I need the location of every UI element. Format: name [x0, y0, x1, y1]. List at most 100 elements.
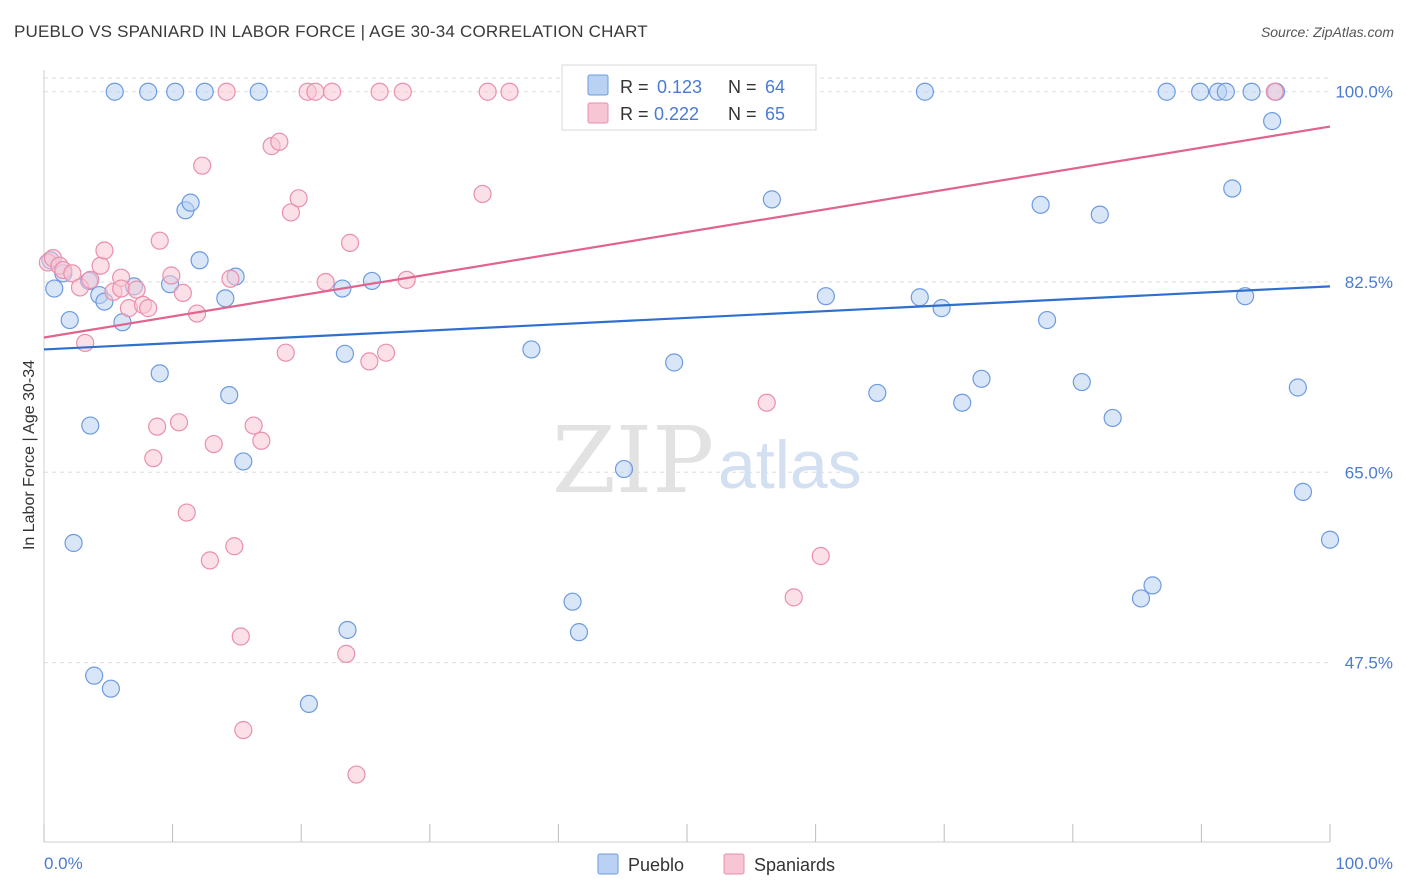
pueblo-point-56 — [1216, 82, 1235, 101]
pueblo-point-38 — [762, 190, 781, 209]
pueblo-point-34 — [569, 623, 589, 642]
spaniards-point-44 — [337, 644, 356, 663]
pueblo-point-64 — [1320, 530, 1340, 549]
pueblo-point-44 — [953, 393, 972, 412]
spaniards-point-42 — [316, 272, 335, 292]
spaniards-point-14 — [127, 280, 146, 299]
pueblo-point-54 — [1191, 82, 1210, 101]
pueblo-point-21 — [195, 82, 214, 101]
pueblo-point-48 — [1072, 372, 1091, 392]
pueblo-point-33 — [563, 592, 582, 611]
trend-lines — [43, 125, 1331, 351]
spaniards-point-19 — [150, 231, 169, 250]
pueblo-point-41 — [910, 288, 929, 307]
spaniards-point-50 — [393, 82, 412, 101]
spaniards-point-12 — [112, 279, 131, 298]
spaniards-point-47 — [360, 352, 379, 371]
watermark-zip: ZIP — [552, 407, 714, 514]
pueblo-points — [41, 82, 1340, 714]
legend-n-label-spaniards: N = — [728, 104, 757, 124]
spaniards-point-28 — [217, 82, 236, 101]
spaniards-point-27 — [204, 434, 223, 454]
pueblo-point-57 — [1223, 179, 1242, 198]
spaniards-point-8 — [91, 256, 110, 275]
spaniards-point-23 — [177, 503, 196, 522]
x-tick-label-0: 0.0% — [44, 854, 83, 873]
spaniards-point-54 — [500, 82, 519, 101]
pueblo-point-7 — [85, 666, 104, 685]
spaniards-point-26 — [200, 551, 219, 570]
pueblo-point-10 — [101, 679, 120, 698]
pueblo-point-19 — [181, 193, 200, 212]
spaniards-point-32 — [234, 720, 253, 740]
spaniards-point-34 — [252, 431, 271, 450]
y-axis-label: In Labor Force | Age 30-34 — [21, 360, 38, 550]
spaniards-point-6 — [76, 333, 95, 353]
spaniards-point-62 — [784, 588, 803, 607]
pueblo-point-23 — [220, 386, 239, 405]
legend-n-value-spaniards: 65 — [765, 104, 785, 124]
pueblo-point-20 — [190, 251, 209, 270]
y-tick-label-1: 65.0% — [1345, 463, 1393, 482]
pueblo-point-15 — [150, 364, 169, 383]
spaniards-point-43 — [322, 82, 342, 101]
pueblo-point-49 — [1090, 205, 1109, 224]
pueblo-point-11 — [105, 82, 124, 101]
series-legend-swatch-pueblo — [597, 853, 619, 875]
y-tick-labels: 47.5% 65.0% 82.5% 100.0% — [1335, 83, 1393, 673]
legend-n-value-pueblo: 64 — [765, 77, 785, 97]
spaniards-point-49 — [376, 343, 396, 362]
legend-r-label-spaniards: R = — [620, 104, 649, 124]
y-tick-label-0: 47.5% — [1345, 654, 1393, 673]
legend-r-value-spaniards: 0.222 — [654, 104, 699, 124]
spaniards-point-25 — [193, 156, 212, 175]
spaniards-point-53 — [478, 82, 497, 101]
pueblo-point-62 — [1288, 378, 1307, 397]
spaniards-point-33 — [244, 416, 263, 435]
pueblo-point-46 — [1031, 195, 1050, 214]
spaniards-point-9 — [95, 241, 114, 260]
chart-title: PUEBLO VS SPANIARD IN LABOR FORCE | AGE … — [14, 22, 648, 41]
pueblo-point-6 — [81, 416, 100, 435]
spaniards-point-31 — [231, 627, 250, 646]
spaniards-point-37 — [276, 343, 295, 362]
x-tick-label-1: 100.0% — [1335, 854, 1393, 873]
spaniards-point-36 — [270, 132, 289, 151]
pueblo-point-51 — [1131, 589, 1151, 608]
pueblo-point-4 — [64, 533, 83, 553]
pueblo-point-26 — [249, 82, 268, 101]
spaniards-point-29 — [221, 269, 240, 288]
spaniards-point-17 — [144, 449, 163, 468]
series-legend: Pueblo Spaniards — [597, 853, 835, 875]
spaniards-point-16 — [139, 299, 158, 318]
pueblo-point-43 — [932, 299, 951, 318]
spaniards-point-63 — [811, 546, 830, 566]
pueblo-point-60 — [1242, 82, 1261, 101]
pueblo-point-29 — [335, 344, 355, 363]
series-legend-swatch-spaniards — [723, 853, 745, 875]
pueblo-point-53 — [1157, 82, 1176, 101]
watermark: ZIP atlas — [552, 407, 862, 514]
pueblo-point-47 — [1037, 310, 1057, 330]
pueblo-trend-line — [43, 285, 1331, 351]
legend-swatch-pueblo — [587, 74, 609, 96]
spaniards-point-4 — [63, 264, 82, 283]
pueblo-point-17 — [166, 82, 185, 101]
pueblo-point-63 — [1293, 482, 1313, 501]
spaniards-point-30 — [225, 537, 244, 556]
spaniards-point-64 — [1265, 82, 1284, 101]
spaniards-point-18 — [148, 417, 167, 436]
correlation-legend: R = 0.123 N = 64 R = 0.222 N = 65 — [561, 64, 817, 131]
pueblo-point-35 — [614, 459, 634, 479]
spaniards-trend-line — [43, 125, 1331, 339]
pueblo-point-3 — [60, 310, 79, 330]
y-tick-label-2: 82.5% — [1345, 273, 1393, 292]
spaniards-point-45 — [340, 233, 360, 252]
y-tick-label-3: 100.0% — [1335, 83, 1393, 102]
axes — [43, 70, 1331, 843]
legend-r-label-pueblo: R = — [620, 77, 649, 97]
pueblo-point-36 — [665, 353, 684, 372]
spaniards-point-48 — [370, 82, 389, 101]
source-label: Source: ZipAtlas.com — [1260, 24, 1394, 40]
x-tick-labels: 0.0% 100.0% — [44, 854, 1393, 873]
